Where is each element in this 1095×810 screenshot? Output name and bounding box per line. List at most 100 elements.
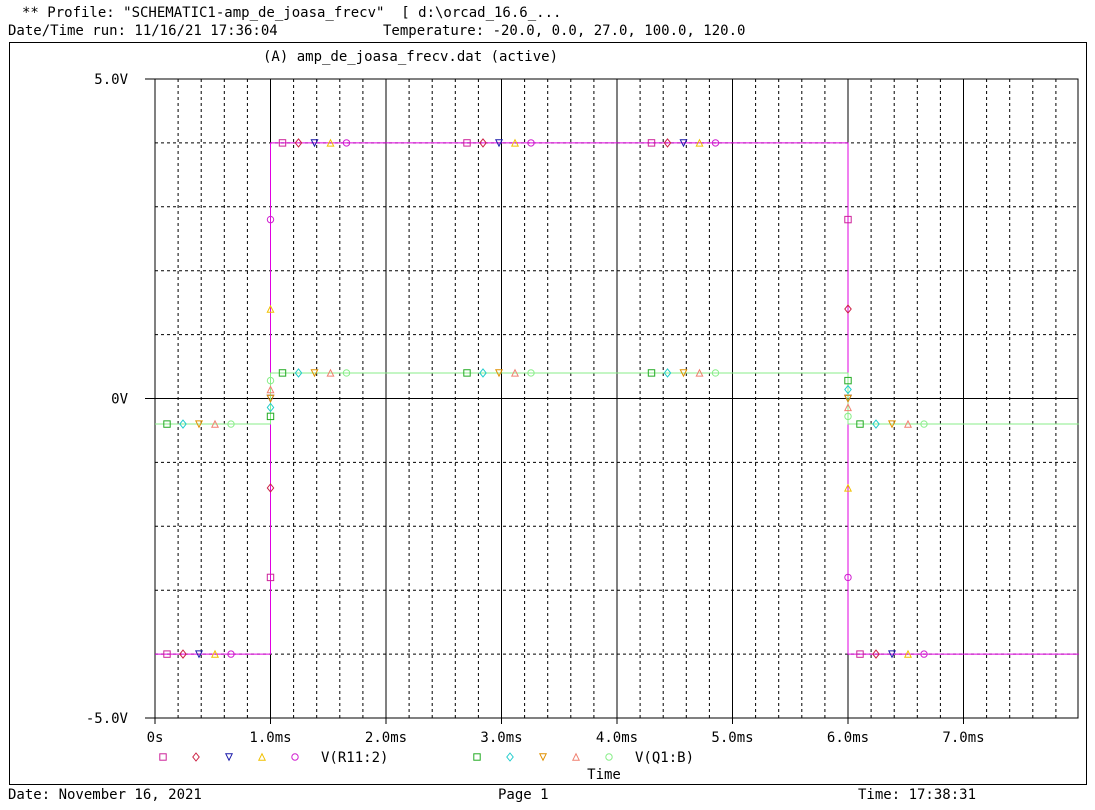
series-marker-0 <box>711 139 720 147</box>
x-axis-label: Time <box>587 767 621 783</box>
series-marker-0 <box>679 139 688 148</box>
series-line-1 <box>155 372 1079 425</box>
series-line-0 <box>155 142 1079 655</box>
legend-marker-0 <box>224 753 234 762</box>
series-marker-1 <box>227 420 235 428</box>
series-marker-0 <box>872 649 880 659</box>
series-marker-0 <box>479 138 487 148</box>
series-marker-1 <box>510 368 520 377</box>
plot-window-frame <box>9 42 1087 785</box>
series-marker-1 <box>887 420 897 429</box>
legend-marker-0 <box>291 753 299 761</box>
series-marker-1 <box>903 419 913 428</box>
legend-marker-1 <box>473 753 481 761</box>
legend-marker-1 <box>538 753 548 762</box>
footer-page: Page 1 <box>498 787 549 803</box>
series-marker-0 <box>342 139 351 147</box>
series-marker-1 <box>463 369 471 377</box>
legend-label-0: V(R11:2) <box>321 750 388 766</box>
series-marker-0 <box>494 139 504 148</box>
series-marker-0 <box>463 139 471 147</box>
series-marker-0 <box>920 650 928 658</box>
series-marker-1 <box>679 369 688 378</box>
series-marker-1 <box>843 403 853 412</box>
series-marker-1 <box>179 419 187 429</box>
series-marker-0 <box>179 649 187 659</box>
y-tick-label: -5.0V <box>86 711 129 727</box>
series-marker-1 <box>266 376 275 385</box>
series-marker-1 <box>856 420 864 428</box>
x-tick-label: 3.0ms <box>480 730 522 746</box>
series-marker-1 <box>711 369 720 377</box>
series-marker-1 <box>194 420 204 429</box>
series-marker-0 <box>163 650 171 658</box>
series-marker-0 <box>266 304 275 313</box>
legend-label-1: V(Q1:B) <box>635 750 694 766</box>
series-marker-1 <box>210 419 220 428</box>
series-marker-1 <box>266 412 275 421</box>
series-marker-0 <box>266 573 275 582</box>
series-marker-0 <box>310 139 319 148</box>
series-marker-0 <box>294 138 303 148</box>
x-tick-label: 0s <box>147 730 164 746</box>
series-marker-0 <box>227 650 235 658</box>
series-marker-0 <box>843 483 853 492</box>
footer-time: Time: 17:38:31 <box>858 787 977 803</box>
legend-marker-1 <box>605 753 613 761</box>
series-marker-0 <box>266 215 275 224</box>
x-tick-label: 6.0ms <box>827 730 869 746</box>
legend-marker-1 <box>571 752 581 761</box>
series-marker-0 <box>856 650 864 658</box>
series-marker-0 <box>278 139 287 147</box>
footer-date: Date: November 16, 2021 <box>8 787 202 803</box>
series-marker-0 <box>194 650 204 659</box>
series-marker-1 <box>647 369 656 377</box>
series-marker-0 <box>844 573 852 582</box>
y-tick-label: 5.0V <box>94 72 128 88</box>
x-tick-label: 1.0ms <box>249 730 291 746</box>
series-marker-1 <box>844 384 852 395</box>
series-marker-0 <box>887 650 897 659</box>
series-marker-1 <box>494 369 504 378</box>
x-tick-label: 5.0ms <box>711 730 753 746</box>
legend-marker-0 <box>257 752 267 761</box>
series-marker-1 <box>844 376 852 385</box>
series-marker-1 <box>695 368 704 377</box>
series-marker-1 <box>527 369 535 377</box>
series-marker-0 <box>695 138 704 147</box>
series-marker-1 <box>326 368 335 377</box>
series-marker-1 <box>843 394 853 403</box>
series-marker-0 <box>510 138 520 147</box>
series-marker-1 <box>278 369 287 377</box>
series-marker-0 <box>663 138 672 148</box>
series-marker-0 <box>527 139 535 147</box>
series-marker-1 <box>266 402 275 413</box>
series-marker-1 <box>844 412 852 421</box>
x-tick-label: 4.0ms <box>596 730 638 746</box>
x-tick-label: 2.0ms <box>365 730 407 746</box>
series-marker-0 <box>647 139 656 147</box>
series-marker-0 <box>210 649 220 658</box>
series-marker-1 <box>266 394 275 403</box>
y-tick-label: 0V <box>111 392 128 408</box>
series-marker-1 <box>266 385 275 394</box>
series-marker-1 <box>663 368 672 378</box>
series-marker-1 <box>479 368 487 378</box>
series-marker-1 <box>872 419 880 429</box>
series-marker-1 <box>163 420 171 428</box>
series-marker-1 <box>342 369 351 377</box>
legend-marker-0 <box>192 752 200 762</box>
series-marker-0 <box>903 649 913 658</box>
x-tick-label: 7.0ms <box>942 730 984 746</box>
profile-line: ** Profile: "SCHEMATIC1-amp_de_joasa_fre… <box>22 5 562 21</box>
section-title: (A) amp_de_joasa_frecv.dat (active) <box>263 49 559 65</box>
series-marker-0 <box>844 304 852 314</box>
run-datetime: Date/Time run: 11/16/21 17:36:04 <box>8 23 278 39</box>
legend-marker-0 <box>159 753 167 761</box>
series-marker-0 <box>326 138 335 147</box>
series-marker-0 <box>266 483 275 493</box>
series-marker-1 <box>920 420 928 428</box>
series-marker-0 <box>844 215 852 224</box>
series-marker-1 <box>310 369 319 378</box>
